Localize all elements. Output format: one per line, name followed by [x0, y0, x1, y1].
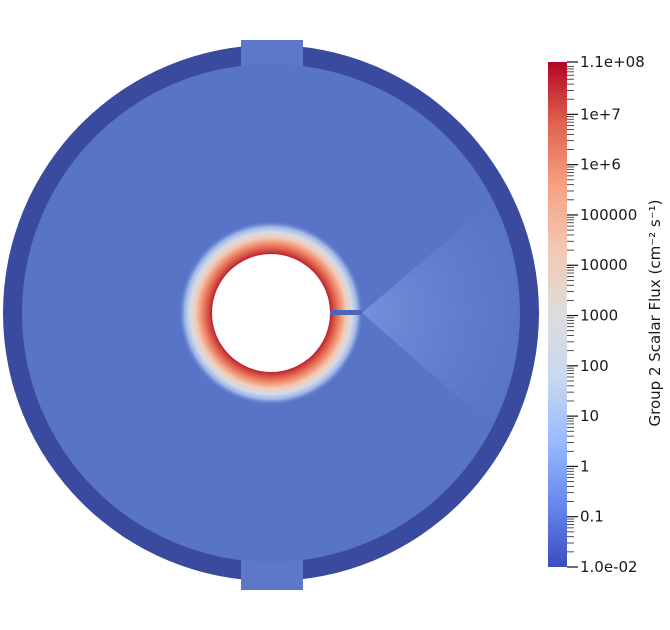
colorbar-tick-label: 10000 — [580, 256, 628, 274]
colorbar-tick-label: 1 — [580, 457, 590, 475]
colorbar-gradient — [548, 62, 567, 567]
colorbar-title: Group 2 Scalar Flux (cm⁻² s⁻¹) — [646, 200, 664, 427]
colorbar-tick-label: 1000 — [580, 307, 618, 325]
colorbar-tick-label: 100000 — [580, 206, 637, 224]
colorbar-tick-label: 10 — [580, 407, 599, 425]
colorbar-tick-label: 100 — [580, 357, 609, 375]
colorbar-tick-label: 1e+6 — [580, 156, 621, 174]
colorbar-tick-label: 1.0e-02 — [580, 558, 638, 576]
source-channel — [330, 310, 362, 315]
colorbar-tick-label: 0.1 — [580, 508, 604, 526]
colorbar-tick-label: 1e+7 — [580, 105, 621, 123]
inner-cavity — [212, 254, 330, 372]
colorbar-tick-label: 1.1e+08 — [580, 53, 645, 71]
flux-sector — [362, 170, 520, 460]
colorbar: 1.1e+08 1e+7 1e+6 100000 10000 1000 100 10 1 0.1 1… — [548, 53, 664, 576]
